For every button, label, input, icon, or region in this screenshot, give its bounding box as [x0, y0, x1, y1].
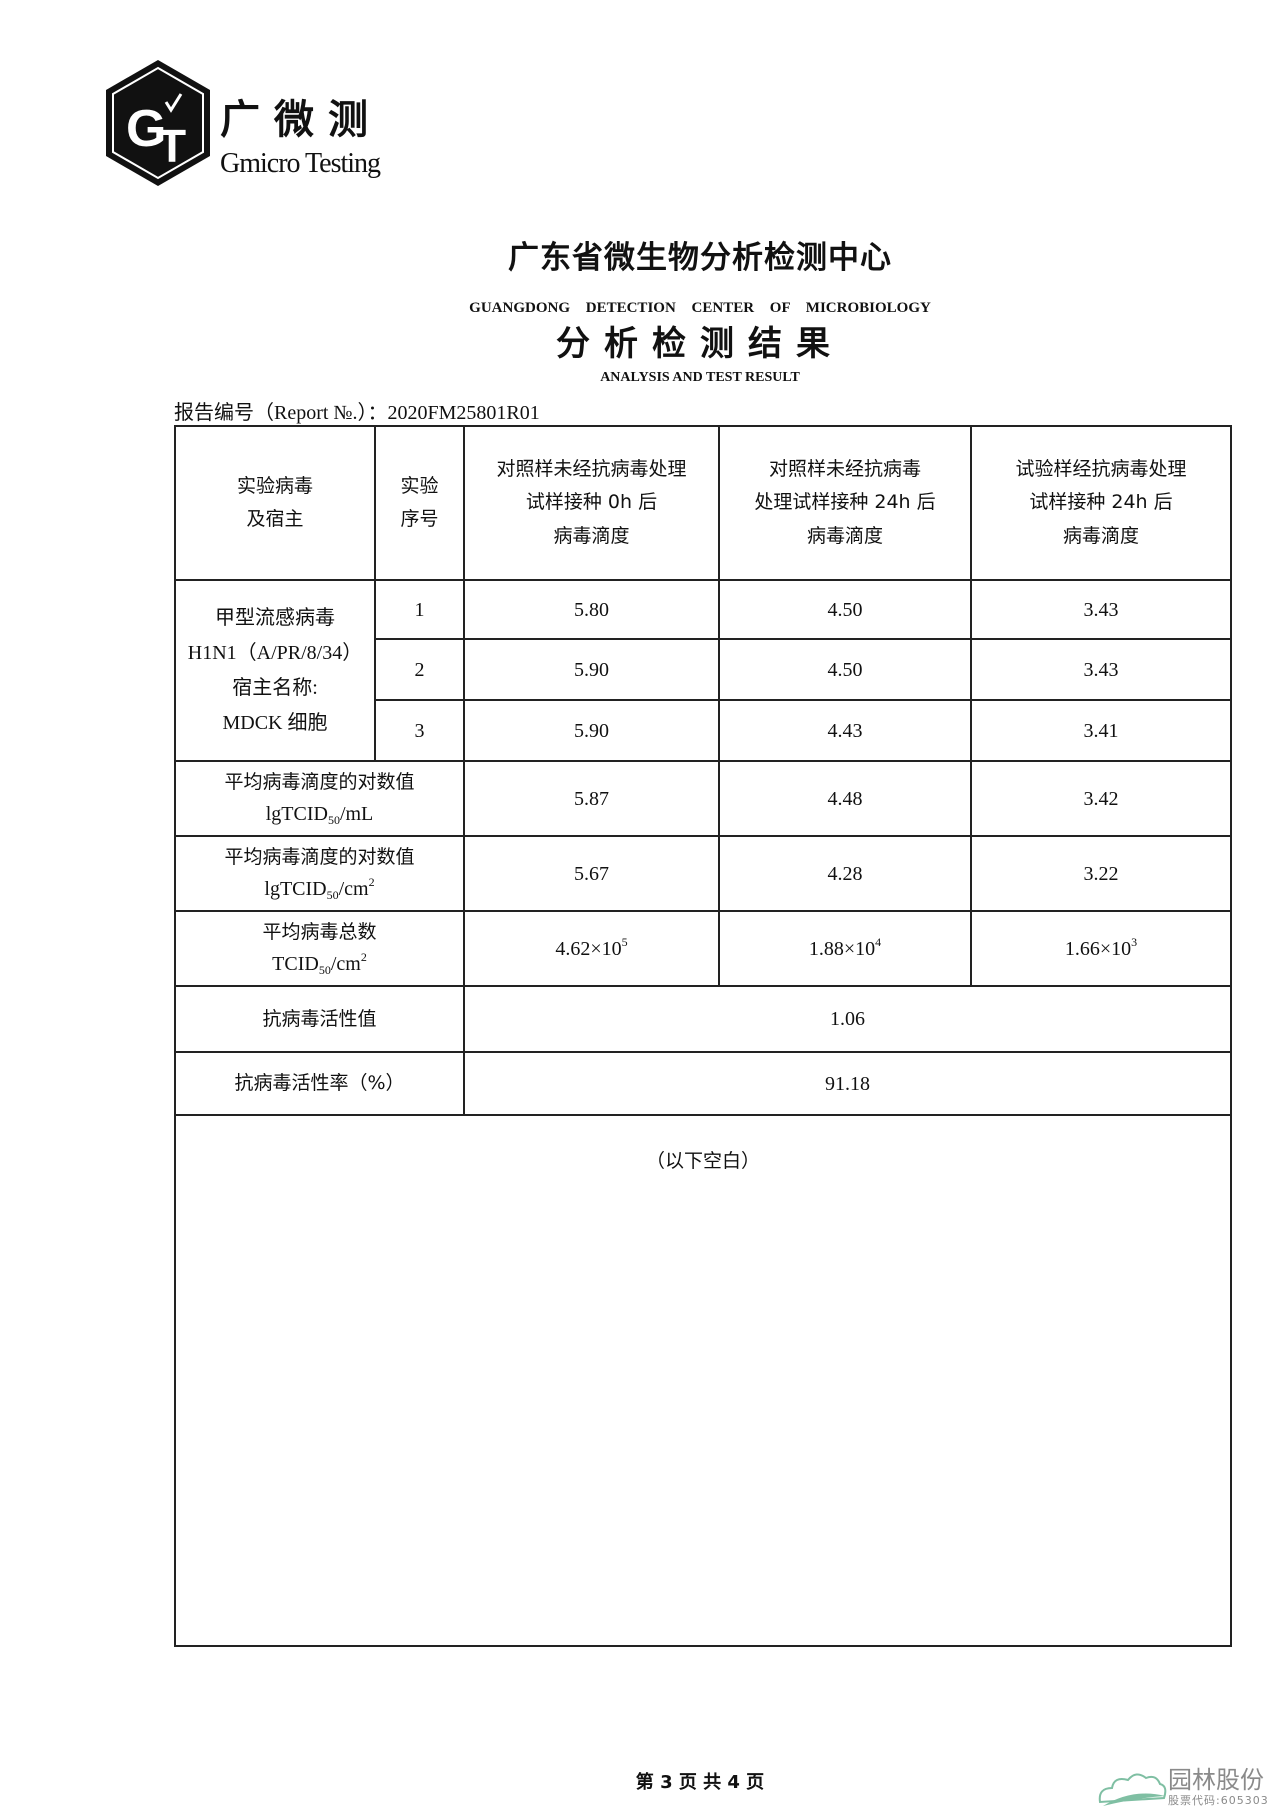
value-cell: 3.43 [970, 579, 1232, 640]
unit-sub: 50 [318, 963, 331, 978]
unit: lgTCID [265, 803, 328, 826]
page-number: 第 3 页 共 4 页 [635, 1772, 765, 1793]
unit: lgTCID [264, 878, 327, 901]
avg-cm2-row: 平均病毒滴度的对数值 lgTCID50/cm2 5.67 4.28 3.22 [174, 835, 1232, 912]
value-cell: 4.50 [718, 579, 972, 640]
header-test-24h: 试验样经抗病毒处理 试样接种 24h 后 病毒滴度 [970, 425, 1232, 581]
watermark-stock-code: 股票代码:605303 [1168, 1794, 1269, 1807]
blank-cell: （以下空白） [174, 1114, 1232, 1647]
header-seq: 实验 序号 [374, 425, 465, 581]
table-row: 3 5.90 4.43 3.41 [175, 699, 1232, 762]
value-cell: 3.22 [970, 835, 1232, 912]
blank-row: （以下空白） [174, 1114, 1232, 1647]
value-exp: 4 [875, 934, 882, 949]
header-row: 实验病毒 及宿主 实验 序号 对照样未经抗病毒处理 试样接种 0h 后 病毒滴度… [174, 425, 1232, 581]
report-number: 报告编号（Report №.）：2020FM25801R01 [174, 402, 540, 424]
unit-sub: 50 [326, 888, 339, 903]
result-title: 分析检测结果 [556, 324, 844, 364]
value-cell: 4.62×105 [463, 910, 720, 987]
avg-ml-label-cn: 平均病毒滴度的对数值 [224, 771, 415, 794]
seq-cell: 2 [374, 638, 465, 701]
rate-value: 91.18 [463, 1051, 1232, 1116]
avg-ml-label: 平均病毒滴度的对数值 lgTCID50/mL [174, 760, 465, 837]
value-cell: 3.41 [970, 699, 1232, 762]
header-control-24h: 对照样未经抗病毒 处理试样接种 24h 后 病毒滴度 [718, 425, 972, 581]
total-label: 平均病毒总数 TCID50/cm2 [174, 910, 465, 987]
value-cell: 5.90 [463, 638, 720, 701]
center-title-en: GUANGDONG DETECTION CENTER OF MICROBIOLO… [469, 300, 931, 316]
svg-text:T: T [158, 120, 186, 172]
unit-sub: 50 [327, 813, 340, 828]
avg-cm2-label-cn: 平均病毒滴度的对数值 [224, 846, 415, 869]
value-cell: 5.90 [463, 699, 720, 762]
watermark-name: 园林股份 [1168, 1766, 1264, 1794]
value-cell: 5.67 [463, 835, 720, 912]
value-cell: 5.87 [463, 760, 720, 837]
center-title: 广东省微生物分析检测中心 [508, 240, 892, 276]
unit-sup: 2 [368, 875, 375, 890]
unit-sup: 2 [360, 950, 367, 965]
avg-ml-row: 平均病毒滴度的对数值 lgTCID50/mL 5.87 4.48 3.42 [174, 760, 1232, 837]
activity-row: 抗病毒活性值 1.06 [174, 985, 1232, 1053]
seq-cell: 1 [374, 579, 465, 640]
unit: /mL [339, 803, 374, 826]
activity-label: 抗病毒活性值 [174, 985, 465, 1053]
value-cell: 1.66×103 [970, 910, 1232, 987]
value-cell: 3.43 [970, 638, 1232, 701]
value-cell: 4.43 [718, 699, 972, 762]
rate-row: 抗病毒活性率（%） 91.18 [174, 1051, 1232, 1116]
activity-value: 1.06 [463, 985, 1232, 1053]
yuanlin-cloud-logo-icon [1098, 1773, 1167, 1806]
value-cell: 5.80 [463, 579, 720, 640]
seq-cell: 3 [374, 699, 465, 762]
value-cell: 4.28 [718, 835, 972, 912]
total-label-cn: 平均病毒总数 [262, 921, 377, 944]
value-base: 1.66×10 [1064, 937, 1132, 960]
result-table: 实验病毒 及宿主 实验 序号 对照样未经抗病毒处理 试样接种 0h 后 病毒滴度… [174, 425, 1232, 1647]
avg-cm2-label: 平均病毒滴度的对数值 lgTCID50/cm2 [174, 835, 465, 912]
logo-brand-en: Gmicro Testing [220, 148, 381, 179]
header-control-0h: 对照样未经抗病毒处理 试样接种 0h 后 病毒滴度 [463, 425, 720, 581]
value-base: 4.62×10 [555, 937, 622, 960]
table-row: 2 5.90 4.50 3.43 [175, 638, 1232, 701]
total-row: 平均病毒总数 TCID50/cm2 4.62×105 1.88×104 1.66… [174, 910, 1232, 987]
virus-host-cell: 甲型流感病毒 H1N1（A/PR/8/34） 宿主名称: MDCK 细胞 [174, 579, 376, 762]
value-cell: 3.42 [970, 760, 1232, 837]
header-virus-host: 实验病毒 及宿主 [174, 425, 376, 581]
table-row: 甲型流感病毒 H1N1（A/PR/8/34） 宿主名称: MDCK 细胞 1 5… [174, 579, 1232, 762]
unit: /cm [330, 953, 361, 976]
value-exp: 3 [1131, 934, 1138, 949]
gmicro-logo: G T 广微测 Gmicro Testing [106, 60, 382, 186]
value-cell: 4.48 [718, 760, 972, 837]
value-cell: 1.88×104 [718, 910, 972, 987]
value-base: 1.88×10 [808, 937, 876, 960]
value-exp: 5 [621, 934, 628, 949]
value-cell: 4.50 [718, 638, 972, 701]
logo-brand-cn: 广微测 [220, 97, 382, 143]
rate-label: 抗病毒活性率（%） [174, 1051, 465, 1116]
unit: /cm [338, 878, 369, 901]
unit: TCID [272, 953, 319, 976]
svg-text:G: G [126, 100, 166, 158]
result-title-en: ANALYSIS AND TEST RESULT [600, 370, 800, 385]
blank-note: （以下空白） [645, 1150, 760, 1172]
